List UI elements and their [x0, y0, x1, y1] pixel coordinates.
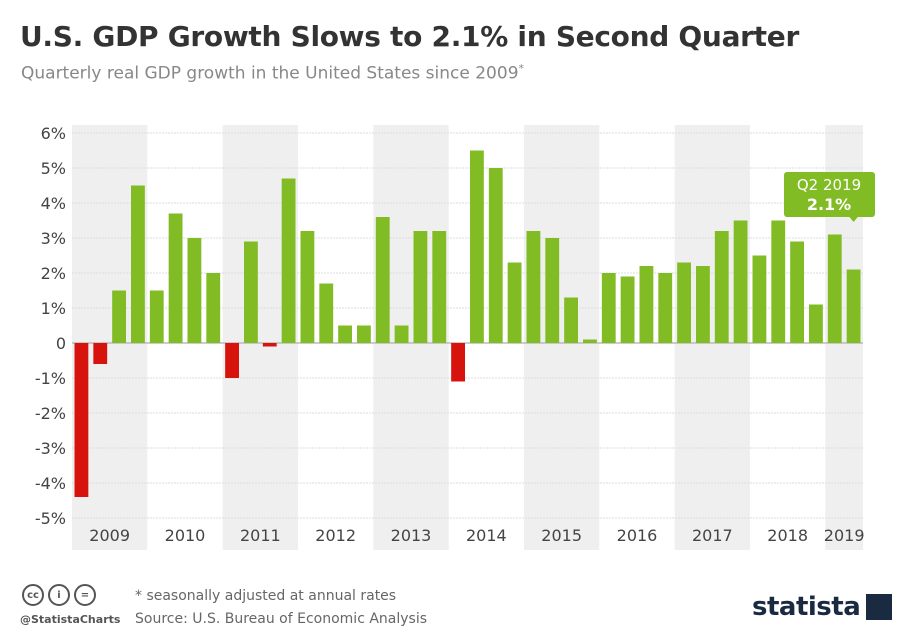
source-link[interactable]: Source: U.S. Bureau of Economic Analysis: [135, 611, 428, 627]
bar: [319, 283, 334, 343]
bar: [507, 262, 522, 343]
bar: [545, 238, 560, 343]
bar: [827, 234, 842, 343]
annotation-box: [784, 172, 875, 217]
year-label: 2015: [541, 526, 582, 545]
y-tick-label: 1%: [41, 299, 66, 318]
bar: [357, 325, 371, 343]
bar: [187, 238, 202, 343]
bar: [714, 231, 729, 343]
bar: [451, 343, 465, 382]
year-label: 2017: [692, 526, 733, 545]
chart-subtitle: Quarterly real GDP growth in the United …: [21, 62, 524, 84]
no-derivatives-icon: =: [74, 584, 96, 606]
bar: [300, 231, 315, 343]
bar: [225, 343, 239, 378]
bar: [338, 325, 352, 343]
bar: [696, 266, 710, 343]
statista-logo: statista: [752, 592, 893, 622]
y-tick-label: -2%: [35, 404, 66, 423]
year-label: 2013: [391, 526, 432, 545]
twitter-handle: @StatistaCharts: [20, 613, 121, 626]
annotation-pointer: [848, 216, 859, 222]
bar: [677, 262, 691, 343]
logo-mark-icon: [866, 594, 893, 620]
year-label: 2009: [89, 526, 130, 545]
y-tick-label: 2%: [41, 264, 66, 283]
bar: [846, 269, 861, 343]
bar: [809, 304, 823, 343]
bar: [752, 255, 767, 343]
y-tick-label: 0: [56, 334, 66, 353]
bar: [112, 290, 126, 343]
bar-chart: 2009 2010 2011 2012 2013 2014 2015 2016 2017 2018…: [35, 124, 875, 550]
footnote: * seasonally adjusted at annual rates: [135, 588, 397, 604]
bar: [281, 178, 296, 343]
bar: [771, 220, 786, 343]
bar: [639, 266, 654, 343]
subtitle-text: Quarterly real GDP growth in the United …: [21, 63, 519, 84]
bar: [262, 343, 277, 347]
bar: [658, 273, 673, 343]
year-label: 2012: [315, 526, 356, 545]
y-tick-label: -4%: [35, 474, 66, 493]
year-label: 2011: [240, 526, 281, 545]
y-tick-label: -5%: [35, 509, 66, 528]
bar: [733, 220, 748, 343]
creative-commons-icon: cc: [22, 584, 44, 606]
year-label: 2018: [767, 526, 808, 545]
bar: [74, 343, 89, 497]
y-tick-label: 5%: [41, 159, 66, 178]
annotation-label: Q2 2019: [797, 176, 861, 194]
bar: [131, 185, 145, 343]
y-tick-label: 6%: [41, 124, 66, 143]
bar: [620, 276, 635, 343]
bar: [470, 150, 484, 343]
license-icons: cc i =: [22, 584, 96, 606]
y-tick-label: 4%: [41, 194, 66, 213]
bar: [488, 168, 503, 343]
y-tick-label: -1%: [35, 369, 66, 388]
y-tick-label: 3%: [41, 229, 66, 248]
logo-text: statista: [752, 592, 861, 622]
subtitle-mark: *: [518, 62, 525, 75]
bar: [244, 241, 258, 343]
bar: [526, 231, 541, 343]
attribution-icon: i: [48, 584, 70, 606]
year-label: 2016: [617, 526, 658, 545]
bar: [206, 273, 221, 343]
year-label: 2014: [466, 526, 507, 545]
year-label: 2019: [824, 526, 865, 545]
bar: [583, 339, 597, 343]
bar: [93, 343, 108, 364]
chart-title: U.S. GDP Growth Slows to 2.1% in Second …: [20, 20, 799, 53]
bar: [375, 217, 390, 343]
bar: [790, 241, 804, 343]
bar: [394, 325, 409, 343]
bar: [601, 273, 616, 343]
year-label: 2010: [165, 526, 206, 545]
bar: [168, 213, 183, 343]
y-tick-label: -3%: [35, 439, 66, 458]
bar: [564, 297, 578, 343]
bar: [413, 231, 428, 343]
annotation-value: 2.1%: [807, 195, 851, 214]
bar: [149, 290, 164, 343]
bar: [432, 231, 447, 343]
